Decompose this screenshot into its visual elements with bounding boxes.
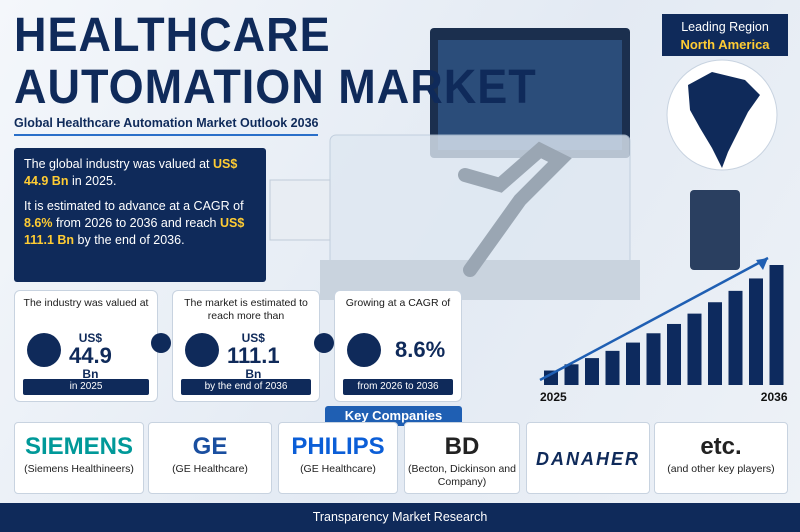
bar: [605, 350, 620, 385]
company-logo: DANAHER: [536, 449, 640, 469]
stat-period: by the end of 2036: [181, 379, 311, 395]
stat-prefix: US$: [78, 331, 103, 345]
stat-caption: The market is estimated to reach more th…: [184, 297, 308, 322]
company-card: GE (GE Healthcare): [148, 422, 272, 494]
robot-arm: [458, 141, 572, 277]
stat-value: 8.6%: [395, 337, 446, 362]
company-card: etc. (and other key players): [654, 422, 788, 494]
footer: Transparency Market Research: [0, 503, 800, 532]
summary-text: The global industry was valued at: [24, 157, 213, 171]
bar: [728, 290, 743, 385]
stat-icon: [27, 333, 61, 367]
x-tick-label: 2036: [761, 390, 788, 404]
trend-arrowhead: [756, 258, 768, 270]
stat-figure: 8.6%: [395, 339, 445, 361]
summary-text: by the end of 2036.: [74, 233, 185, 247]
company-logo: PHILIPS: [291, 433, 385, 460]
summary-text: US$ 44.9 Bn: [24, 157, 238, 188]
leading-region: Leading Region North America: [662, 14, 788, 56]
bar: [585, 358, 599, 385]
company-logo: GE: [192, 433, 228, 460]
bar: [769, 265, 784, 385]
north-america-map: [688, 72, 760, 168]
bar: [646, 333, 661, 385]
stat-value: 111.1: [227, 343, 280, 368]
stat-card: Growing at a CAGR of 8.6% from 2026 to 203…: [334, 290, 462, 402]
cabinet: [269, 179, 331, 241]
stat-figure: US$ 111.1 Bn: [227, 331, 280, 381]
stat-figure: US$ 44.9 Bn: [69, 331, 112, 381]
stat-prefix: US$: [241, 331, 265, 345]
stat-period: in 2025: [23, 379, 149, 395]
stat-icon: [347, 333, 381, 367]
server: [690, 190, 740, 270]
stat-period: from 2026 to 2036: [343, 379, 453, 395]
bar: [667, 323, 681, 385]
bar: [626, 342, 640, 385]
growth-chart: 2036 2025: [539, 256, 788, 404]
subtitle: Global Healthcare Automation Market Outl…: [14, 116, 319, 136]
stat-caption: The industry was valued at: [23, 297, 149, 309]
company-name: (GE Healthcare): [172, 463, 248, 475]
company-name: (and other key players): [667, 463, 775, 475]
bar: [544, 370, 558, 385]
arrow-icon: [151, 333, 171, 353]
company-name: (Siemens Healthineers): [24, 463, 134, 475]
summary-paragraph: The global industry was valued at US$ 44…: [24, 156, 256, 190]
trend-arrow: [539, 256, 769, 382]
monitor-screen: [438, 40, 622, 150]
bar: [564, 364, 579, 385]
summary-text: 8.6%: [24, 216, 53, 230]
summary-box: The global industry was valued at US$ 44…: [14, 148, 266, 282]
bar: [708, 302, 722, 385]
summary-text: in 2025.: [68, 174, 117, 188]
region-value: North America: [680, 37, 770, 52]
stat-card: The market is estimated to reach more th…: [172, 290, 320, 402]
arrow-icon: [314, 333, 334, 353]
stat-icon: [185, 333, 219, 367]
company-card: BD (Becton, Dickinson and Company): [404, 422, 520, 494]
company-logo: SIEMENS: [24, 433, 134, 460]
bar: [687, 313, 702, 385]
stat-unit: Bn: [82, 367, 99, 381]
company-name: (Becton, Dickinson and Company): [408, 463, 516, 488]
company-card: SIEMENS (Siemens Healthineers): [14, 422, 144, 494]
stat-card: The industry was valued at US$ 44.9 Bn in 20…: [14, 290, 158, 402]
company-logo: etc.: [700, 433, 742, 460]
company-name: (GE Healthcare): [300, 463, 376, 475]
company-card: DANAHER: [526, 422, 650, 494]
title-line: HEALTHCARE: [14, 6, 331, 63]
stat-caption: Growing at a CAGR of: [345, 297, 451, 309]
region-label: Leading Region: [681, 20, 769, 34]
title-line: AUTOMATION MARKET: [14, 58, 537, 115]
x-tick-label: 2025: [540, 390, 567, 404]
stat-unit: Bn: [245, 367, 262, 381]
bar: [749, 278, 763, 385]
summary-paragraph: It is estimated to advance at a CAGR of …: [24, 198, 256, 249]
summary-text: It is estimated to advance at a CAGR of: [24, 199, 244, 213]
key-companies-title: Key Companies: [325, 406, 462, 426]
summary-text: US$ 111.1 Bn: [24, 216, 245, 247]
stat-value: 44.9: [69, 343, 112, 368]
company-logo: BD: [444, 433, 480, 460]
company-card: PHILIPS (GE Healthcare): [278, 422, 398, 494]
summary-text: from 2026 to 2036 and reach: [52, 216, 220, 230]
